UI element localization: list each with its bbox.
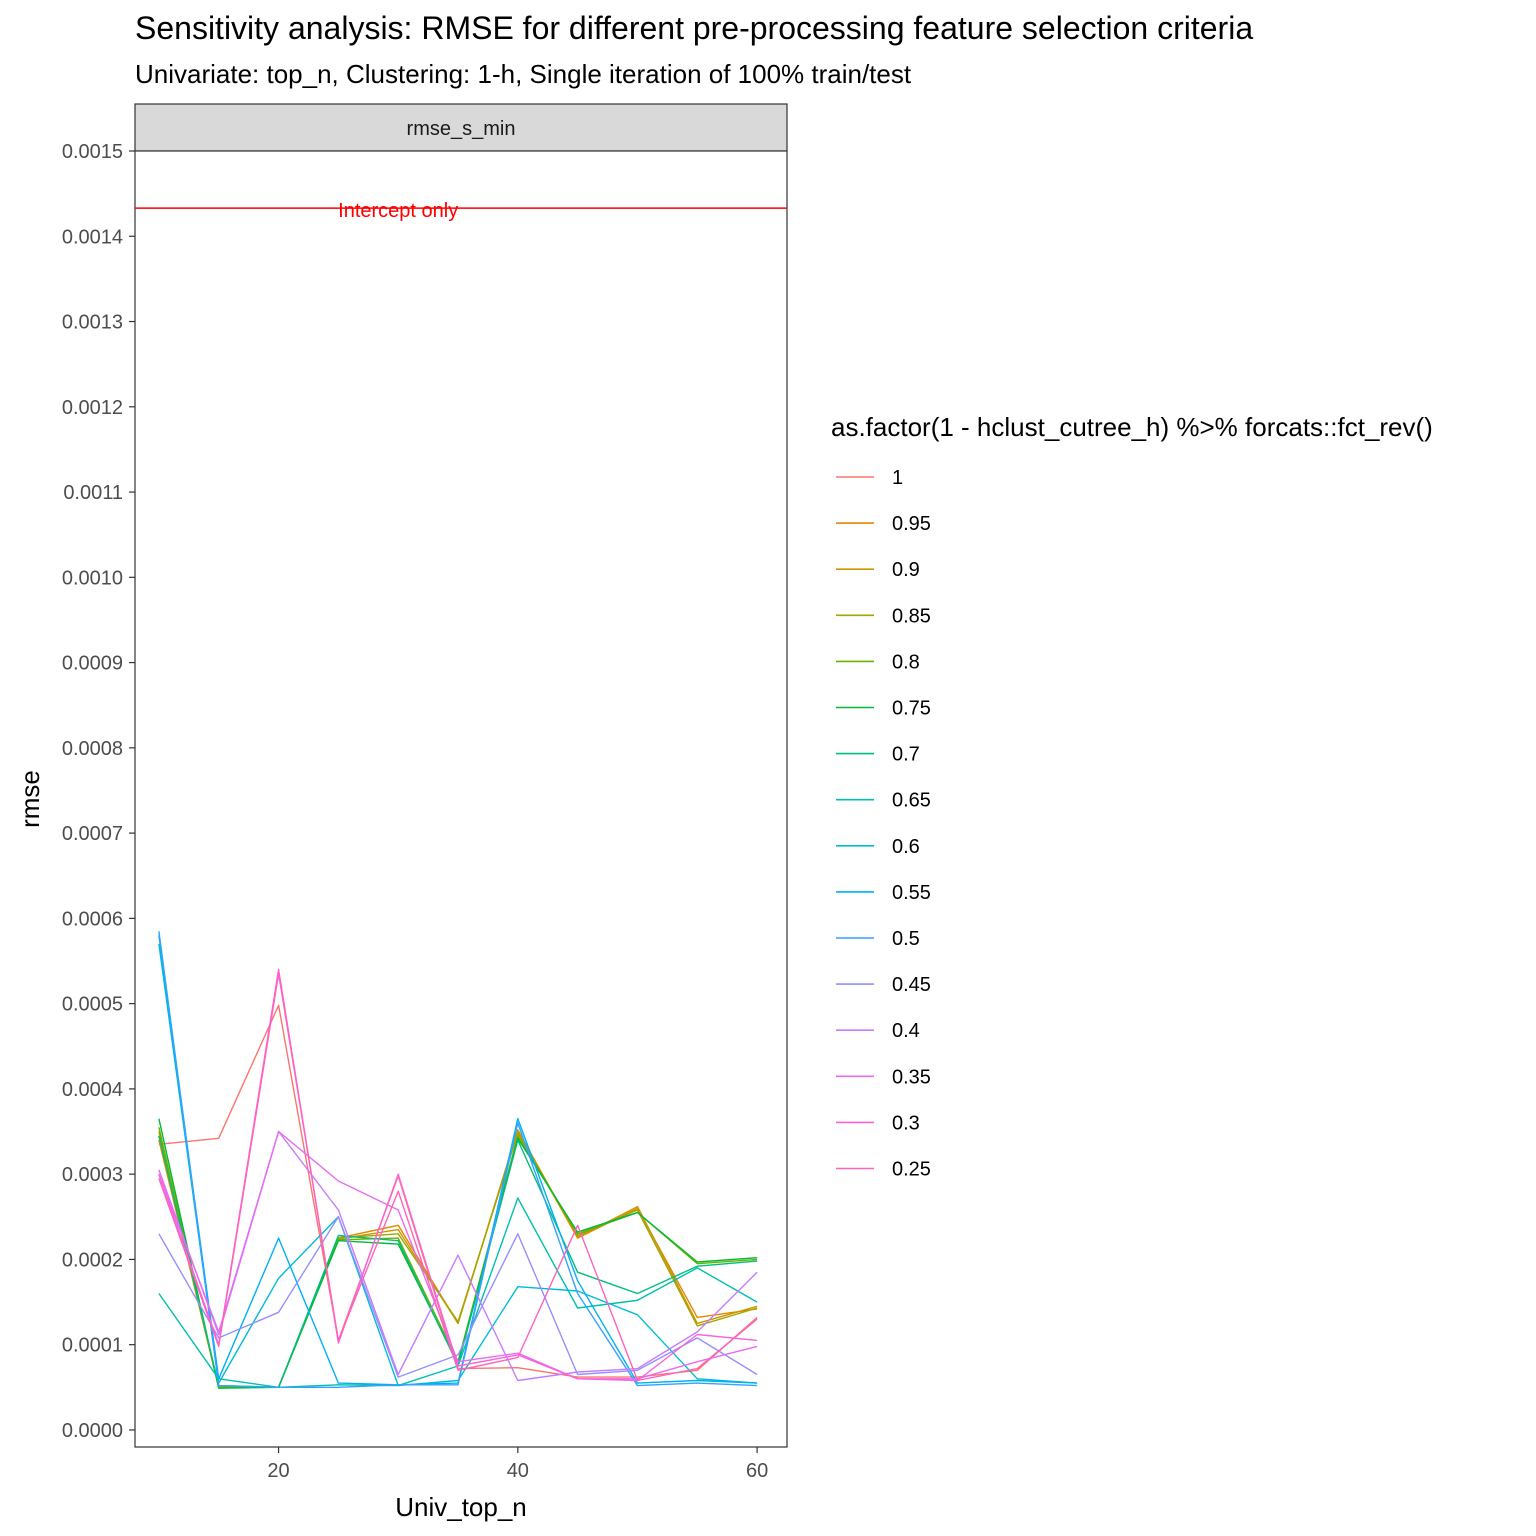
legend-label: 0.35 (892, 1066, 931, 1088)
legend-label: 0.7 (892, 744, 920, 766)
x-axis-title: Univ_top_n (395, 1492, 527, 1522)
reference-layer: Intercept only (135, 200, 787, 222)
y-tick-label: 0.0002 (62, 1249, 123, 1271)
series-line-0.25 (158, 973, 758, 1382)
x-axis: 20 40 60 (267, 1447, 768, 1482)
y-tick-label: 0.0008 (62, 738, 123, 760)
legend-title: as.factor(1 - hclust_cutree_h) %>% forca… (831, 412, 1433, 442)
x-tick-label: 60 (746, 1460, 768, 1482)
legend-label: 0.4 (892, 1020, 920, 1042)
y-tick-label: 0.0003 (62, 1164, 123, 1186)
legend-label: 0.65 (892, 790, 931, 812)
y-tick-label: 0.0001 (62, 1335, 123, 1357)
x-tick-label: 20 (267, 1460, 289, 1482)
legend-label: 0.3 (892, 1112, 920, 1134)
y-tick-label: 0.0007 (62, 823, 123, 845)
legend-label: 0.95 (892, 513, 931, 535)
chart-subtitle: Univariate: top_n, Clustering: 1-h, Sing… (135, 59, 912, 89)
chart-title: Sensitivity analysis: RMSE for different… (135, 10, 1254, 46)
legend-label: 0.8 (892, 651, 920, 673)
y-tick-label: 0.0013 (62, 312, 123, 334)
series-layer (158, 931, 758, 1389)
y-tick-label: 0.0011 (63, 482, 123, 504)
reference-line-label: Intercept only (338, 200, 458, 222)
y-tick-label: 0.0010 (62, 567, 123, 589)
series-line-0.45 (158, 1216, 758, 1378)
y-tick-label: 0.0005 (62, 994, 123, 1016)
y-tick-label: 0.0012 (62, 397, 123, 419)
y-tick-label: 0.0006 (62, 908, 123, 930)
legend-label: 1 (892, 467, 903, 489)
facet-strip-label: rmse_s_min (407, 118, 516, 140)
legend-label: 0.75 (892, 698, 931, 720)
y-tick-label: 0.0004 (62, 1079, 123, 1101)
series-line-0.35 (158, 1130, 758, 1380)
y-tick-label: 0.0014 (62, 226, 123, 248)
legend-label: 0.5 (892, 928, 920, 950)
legend-label: 0.55 (892, 882, 931, 904)
plot-panel (134, 150, 788, 1448)
legend-label: 0.85 (892, 605, 931, 627)
y-tick-label: 0.0000 (62, 1420, 123, 1442)
y-tick-label: 0.0009 (62, 653, 123, 675)
legend-label: 0.25 (892, 1159, 931, 1181)
y-axis-title: rmse (15, 770, 45, 828)
legend-label: 0.6 (892, 836, 920, 858)
legend-label: 0.9 (892, 559, 920, 581)
y-axis: 0.0000 0.0001 0.0002 0.0003 0.0004 0.0005 0.00… (62, 141, 135, 1442)
legend-label: 0.45 (892, 974, 931, 996)
x-tick-label: 40 (507, 1460, 529, 1482)
legend: 1 0.95 0.9 0.85 0.8 0.75 0.7 0.65 0.6 0.55 0.5 0.45… (836, 467, 931, 1181)
y-tick-label: 0.0015 (62, 141, 123, 163)
series-line-0.5 (158, 931, 758, 1389)
